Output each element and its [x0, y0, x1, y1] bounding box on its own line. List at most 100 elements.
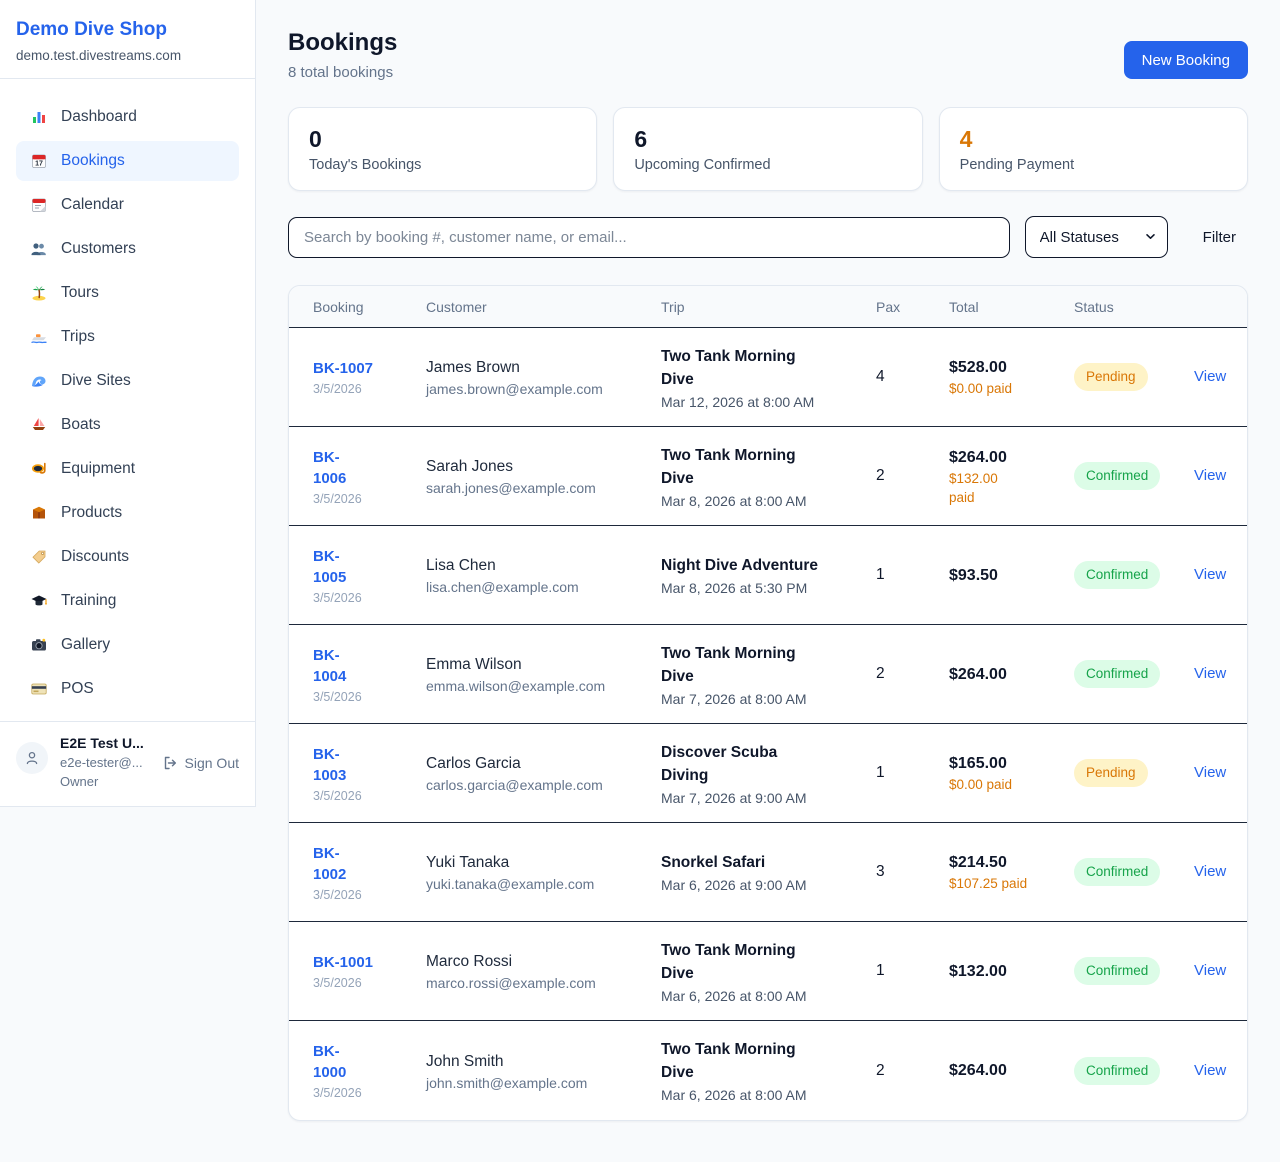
- sidebar-item-dive-sites[interactable]: Dive Sites: [16, 361, 239, 401]
- pax-cell: 4: [876, 368, 885, 385]
- customer-cell: Lisa Chen lisa.chen@example.com: [426, 555, 661, 595]
- view-link[interactable]: View: [1194, 863, 1227, 880]
- filter-button[interactable]: Filter: [1191, 221, 1248, 254]
- page-subtitle: 8 total bookings: [288, 64, 394, 81]
- pax-cell: 1: [876, 764, 885, 781]
- user-name: E2E Test U...: [60, 735, 144, 751]
- view-link[interactable]: View: [1194, 665, 1227, 682]
- view-link[interactable]: View: [1194, 764, 1227, 781]
- trip-name-line: Snorkel Safari: [661, 854, 766, 871]
- training-icon: [30, 592, 48, 610]
- booking-number-link[interactable]: BK- 1003: [313, 744, 410, 786]
- booking-number-line: BK-: [313, 1043, 340, 1060]
- booking-number-link[interactable]: BK- 1005: [313, 546, 410, 588]
- user-info: E2E Test U... e2e-tester@... Sign Out: [60, 734, 239, 790]
- view-link[interactable]: View: [1194, 566, 1227, 583]
- pax-cell: 1: [876, 566, 885, 583]
- booking-number-line: BK-: [313, 646, 340, 664]
- brand-name[interactable]: Demo Dive Shop: [16, 19, 167, 40]
- sidebar-item-equipment[interactable]: Equipment: [16, 449, 239, 489]
- sidebar-item-label: Tours: [61, 284, 99, 301]
- customer-cell: Marco Rossi marco.rossi@example.com: [426, 951, 661, 991]
- view-link[interactable]: View: [1194, 368, 1227, 385]
- status-filter-select[interactable]: All Statuses: [1024, 216, 1168, 258]
- gallery-icon: [30, 636, 48, 654]
- total-cell: $93.50: [949, 565, 1074, 586]
- booking-number-link[interactable]: BK- 1006: [313, 447, 410, 489]
- booking-number-line: 1004: [313, 667, 347, 685]
- column-header-trip: Trip: [661, 298, 685, 315]
- sidebar-item-discounts[interactable]: Discounts: [16, 537, 239, 577]
- stat-value: 4: [959, 126, 973, 152]
- stat-card-upcoming-confirmed: 6 Upcoming Confirmed: [613, 107, 923, 191]
- booking-cell: BK- 1006 3/5/2026: [313, 447, 426, 506]
- sidebar-item-products[interactable]: Products: [16, 493, 239, 533]
- status-badge: Pending: [1074, 759, 1148, 787]
- booking-cell: BK-1001 3/5/2026: [313, 952, 426, 990]
- column-header-total: Total: [949, 298, 979, 315]
- status-cell: Confirmed: [1074, 957, 1194, 985]
- customer-email: carlos.garcia@example.com: [426, 777, 603, 793]
- status-cell: Confirmed: [1074, 1056, 1194, 1085]
- sidebar-item-tours[interactable]: Tours: [16, 273, 239, 313]
- customer-email: marco.rossi@example.com: [426, 975, 596, 991]
- new-booking-button[interactable]: New Booking: [1123, 41, 1248, 79]
- customer-name: Yuki Tanaka: [426, 854, 510, 871]
- sidebar-item-boats[interactable]: Boats: [16, 405, 239, 445]
- sidebar-item-dashboard[interactable]: Dashboard: [16, 97, 239, 137]
- booking-date: 3/5/2026: [313, 1086, 362, 1100]
- booking-cell: BK- 1003 3/5/2026: [313, 744, 426, 803]
- table-row: BK- 1002 3/5/2026 Yuki Tanaka yuki.tanaka@ex…: [289, 823, 1247, 922]
- sidebar-item-trips[interactable]: Trips: [16, 317, 239, 357]
- total-amount: $264.00: [949, 665, 1007, 683]
- stat-value: 0: [309, 126, 322, 152]
- sidebar-item-training[interactable]: Training: [16, 581, 239, 621]
- view-link[interactable]: View: [1194, 1061, 1227, 1079]
- sidebar-item-pos[interactable]: POS: [16, 669, 239, 709]
- booking-cell: BK- 1000 3/5/2026: [313, 1041, 426, 1100]
- sidebar-item-label: Bookings: [61, 152, 125, 169]
- view-link[interactable]: View: [1194, 467, 1227, 484]
- customer-cell: Yuki Tanaka yuki.tanaka@example.com: [426, 852, 661, 892]
- booking-number-link[interactable]: BK- 1000: [313, 1041, 410, 1083]
- booking-number-link[interactable]: BK- 1002: [313, 843, 410, 885]
- tours-icon: [30, 284, 48, 302]
- column-header-customer: Customer: [426, 298, 487, 315]
- svg-text:17: 17: [35, 161, 43, 168]
- sign-out-button[interactable]: Sign Out: [162, 755, 239, 771]
- customer-name: Marco Rossi: [426, 953, 513, 970]
- column-header-booking: Booking: [313, 298, 364, 315]
- pax-cell: 1: [876, 962, 885, 979]
- status-cell: Confirmed: [1074, 561, 1194, 589]
- column-header-status: Status: [1074, 298, 1114, 315]
- sidebar-item-calendar[interactable]: Calendar: [16, 185, 239, 225]
- sidebar-item-bookings[interactable]: 17 Bookings: [16, 141, 239, 181]
- status-cell: Confirmed: [1074, 660, 1194, 688]
- stat-card-today-s-bookings: 0 Today's Bookings: [288, 107, 598, 191]
- sidebar: Demo Dive Shop demo.test.divestreams.com…: [0, 0, 256, 807]
- paid-amount-line: $0.00 paid: [949, 381, 1013, 396]
- customer-cell: Sarah Jones sarah.jones@example.com: [426, 456, 661, 496]
- actions-cell: View: [1194, 764, 1247, 782]
- brand-block: Demo Dive Shop demo.test.divestreams.com: [0, 0, 255, 79]
- search-input[interactable]: [288, 216, 1010, 258]
- trip-name-line: Two Tank Morning: [661, 446, 796, 464]
- customer-cell: John Smith john.smith@example.com: [426, 1051, 661, 1091]
- status-badge: Confirmed: [1074, 1056, 1161, 1085]
- sidebar-item-gallery[interactable]: Gallery: [16, 625, 239, 665]
- view-link[interactable]: View: [1194, 962, 1227, 979]
- customer-cell: Carlos Garcia carlos.garcia@example.com: [426, 753, 661, 793]
- trip-cell: Snorkel Safari Mar 6, 2026 at 9:00 AM: [661, 851, 876, 893]
- booking-number-link[interactable]: BK- 1004: [313, 645, 410, 687]
- total-cell: $264.00: [949, 1060, 1074, 1081]
- booking-number-link[interactable]: BK-1001: [313, 952, 410, 973]
- sidebar-nav: Dashboard 17 Bookings Calendar Customers Tour…: [0, 79, 255, 721]
- total-amount: $93.50: [949, 566, 998, 584]
- sidebar-item-customers[interactable]: Customers: [16, 229, 239, 269]
- total-cell: $214.50 $107.25 paid: [949, 852, 1074, 892]
- customer-email: john.smith@example.com: [426, 1074, 588, 1091]
- booking-number-link[interactable]: BK-1007: [313, 358, 410, 379]
- total-cell: $165.00 $0.00 paid: [949, 753, 1074, 793]
- customer-name: Sarah Jones: [426, 458, 514, 475]
- products-icon: [30, 504, 48, 522]
